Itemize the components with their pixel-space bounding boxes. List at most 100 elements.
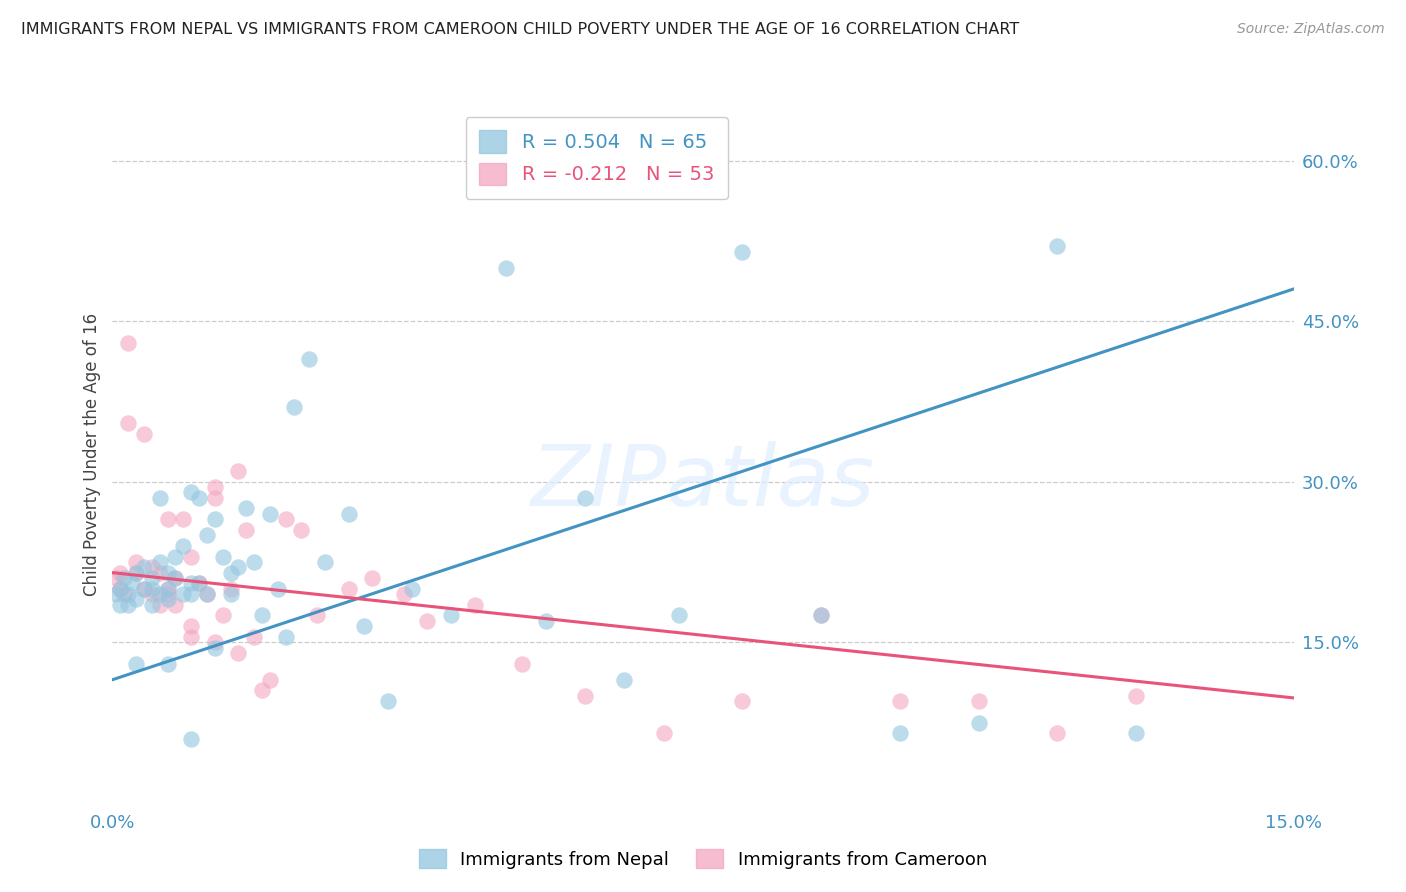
Point: [731, 244, 754, 259]
Point: [195, 587, 218, 601]
Point: [149, 555, 172, 569]
Point: [464, 598, 486, 612]
Point: [228, 464, 250, 478]
Point: [235, 501, 257, 516]
Point: [165, 549, 187, 564]
Point: [156, 582, 179, 596]
Legend: Immigrants from Nepal, Immigrants from Cameroon: Immigrants from Nepal, Immigrants from C…: [412, 842, 994, 876]
Point: [180, 630, 202, 644]
Legend: R = 0.504   N = 65, R = -0.212   N = 53: R = 0.504 N = 65, R = -0.212 N = 53: [465, 117, 728, 199]
Point: [574, 689, 596, 703]
Point: [188, 576, 211, 591]
Point: [141, 560, 163, 574]
Point: [889, 694, 911, 708]
Point: [180, 485, 202, 500]
Point: [731, 694, 754, 708]
Y-axis label: Child Poverty Under the Age of 16: Child Poverty Under the Age of 16: [83, 313, 101, 597]
Point: [110, 566, 132, 580]
Text: IMMIGRANTS FROM NEPAL VS IMMIGRANTS FROM CAMEROON CHILD POVERTY UNDER THE AGE OF: IMMIGRANTS FROM NEPAL VS IMMIGRANTS FROM…: [21, 22, 1019, 37]
Point: [180, 731, 202, 746]
Point: [211, 608, 233, 623]
Point: [172, 539, 194, 553]
Point: [250, 683, 273, 698]
Point: [125, 566, 148, 580]
Point: [337, 507, 360, 521]
Point: [810, 608, 832, 623]
Point: [132, 560, 155, 574]
Point: [967, 715, 990, 730]
Point: [298, 351, 321, 366]
Point: [219, 566, 242, 580]
Point: [416, 614, 439, 628]
Point: [125, 555, 148, 569]
Point: [132, 582, 155, 596]
Point: [188, 576, 211, 591]
Point: [204, 480, 226, 494]
Point: [228, 560, 250, 574]
Point: [353, 619, 375, 633]
Point: [219, 587, 242, 601]
Point: [112, 571, 135, 585]
Point: [188, 491, 211, 505]
Point: [1046, 239, 1069, 253]
Point: [156, 657, 179, 671]
Point: [274, 512, 297, 526]
Point: [110, 582, 132, 596]
Point: [156, 582, 179, 596]
Point: [889, 726, 911, 740]
Point: [180, 576, 202, 591]
Point: [117, 587, 139, 601]
Point: [283, 400, 305, 414]
Point: [132, 426, 155, 441]
Point: [180, 549, 202, 564]
Point: [195, 587, 218, 601]
Point: [180, 619, 202, 633]
Point: [243, 555, 266, 569]
Point: [117, 416, 139, 430]
Text: Source: ZipAtlas.com: Source: ZipAtlas.com: [1237, 22, 1385, 37]
Point: [259, 673, 281, 687]
Point: [149, 598, 172, 612]
Point: [219, 582, 242, 596]
Point: [267, 582, 290, 596]
Point: [172, 512, 194, 526]
Point: [110, 598, 132, 612]
Point: [613, 673, 636, 687]
Point: [149, 566, 172, 580]
Point: [967, 694, 990, 708]
Point: [307, 608, 329, 623]
Point: [204, 491, 226, 505]
Point: [165, 598, 187, 612]
Point: [259, 507, 281, 521]
Point: [204, 512, 226, 526]
Point: [165, 571, 187, 585]
Point: [141, 582, 163, 596]
Point: [132, 582, 155, 596]
Point: [534, 614, 557, 628]
Point: [105, 571, 128, 585]
Point: [495, 260, 517, 275]
Point: [117, 335, 139, 350]
Point: [250, 608, 273, 623]
Point: [810, 608, 832, 623]
Point: [652, 726, 675, 740]
Point: [314, 555, 336, 569]
Point: [1125, 689, 1147, 703]
Point: [172, 587, 194, 601]
Point: [141, 598, 163, 612]
Point: [117, 598, 139, 612]
Point: [574, 491, 596, 505]
Point: [204, 635, 226, 649]
Point: [440, 608, 463, 623]
Point: [125, 657, 148, 671]
Point: [125, 566, 148, 580]
Point: [105, 587, 128, 601]
Point: [156, 512, 179, 526]
Point: [165, 571, 187, 585]
Text: ZIPatlas: ZIPatlas: [531, 442, 875, 524]
Point: [125, 592, 148, 607]
Point: [149, 587, 172, 601]
Point: [141, 587, 163, 601]
Point: [1046, 726, 1069, 740]
Point: [228, 646, 250, 660]
